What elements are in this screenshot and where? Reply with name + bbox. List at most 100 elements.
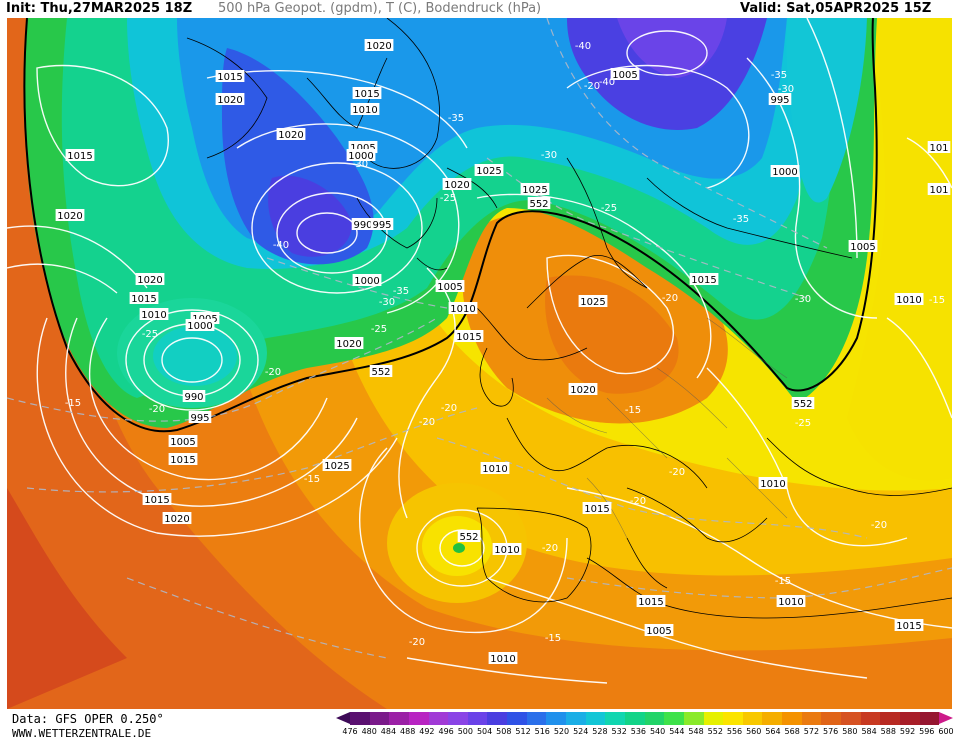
temperature-label: -15 [929,295,945,306]
pressure-label: 1015 [65,149,95,162]
legend-swatch [526,712,547,725]
pressure-label: 1015 [454,330,484,343]
svg-text:1015: 1015 [456,332,481,343]
legend-tick: 500 [457,727,473,736]
pressure-label: 1015 [129,292,159,305]
pressure-label: 1025 [474,164,504,177]
pressure-label: 1010 [894,293,924,306]
svg-text:1020: 1020 [336,339,361,350]
svg-text:-20: -20 [265,367,281,378]
svg-text:-15: -15 [625,405,641,416]
legend-tick: 548 [688,727,704,736]
svg-text:-15: -15 [304,474,320,485]
svg-text:-20: -20 [662,293,678,304]
pressure-label: 1025 [578,295,608,308]
pressure-label: 1020 [276,128,306,141]
legend-tick: 512 [515,727,531,736]
legend-swatch [841,712,861,725]
svg-text:-25: -25 [440,193,456,204]
svg-text:552: 552 [459,532,478,543]
temperature-label: -40 [273,240,289,251]
legend-tick: 544 [669,727,685,736]
svg-text:1005: 1005 [170,437,195,448]
legend-swatch [703,712,724,725]
legend-swatch [369,712,390,725]
pressure-label: 1015 [142,493,172,506]
svg-text:1015: 1015 [170,455,195,466]
svg-text:101: 101 [929,143,948,154]
pressure-label: 1025 [520,183,550,196]
map-title: 500 hPa Geopot. (gpdm), T (C), Bodendruc… [218,1,542,16]
temperature-label: -20 [542,543,558,554]
svg-text:552: 552 [371,367,390,378]
svg-text:-15: -15 [65,398,81,409]
svg-text:995: 995 [770,95,789,106]
svg-text:-20: -20 [871,520,887,531]
pressure-label: 1010 [448,302,478,315]
legend-swatch [448,712,468,725]
svg-text:1020: 1020 [278,130,303,141]
svg-text:-25: -25 [795,418,811,429]
temperature-label: -20 [630,496,646,507]
svg-text:-30: -30 [541,150,557,161]
pressure-label: 1005 [168,435,198,448]
legend-tick: 564 [765,727,781,736]
legend-tick: 524 [573,727,589,736]
temperature-label: -35 [448,113,464,124]
svg-text:1005: 1005 [612,70,637,81]
legend-swatch [487,712,508,725]
legend-swatch [664,712,684,725]
temperature-label: -35 [771,70,787,81]
svg-text:1015: 1015 [131,294,156,305]
legend-tick: 516 [534,727,550,736]
field-east-yellow [847,18,952,481]
pressure-label: 1015 [168,453,198,466]
legend-tick: 480 [361,727,377,736]
svg-text:1000: 1000 [348,151,373,162]
svg-text:1020: 1020 [366,41,391,52]
pressure-labels: 1020101510201015102010201015102010101015… [55,39,951,665]
svg-text:-30: -30 [379,297,395,308]
temperature-label: -20 [265,367,281,378]
legend-tick: 540 [649,727,666,736]
svg-text:1000: 1000 [772,167,797,178]
legend-tick: 528 [592,727,608,736]
pressure-label: 1020 [215,93,245,106]
svg-text:-35: -35 [448,113,464,124]
website-link[interactable]: WWW.WETTERZENTRALE.DE [12,727,152,740]
legend-swatch [782,712,802,725]
weather-map[interactable]: 1020 1015 1020 1015 1020 1020 1015 1020 1010 1015… [7,18,952,709]
field-central-orange [545,275,679,394]
legend-swatch [880,712,900,725]
temperature-label: -40 [599,77,615,88]
pressure-label: 1000 [346,149,376,162]
valid-time: Valid: Sat,05APR2025 15Z [740,1,932,16]
pressure-label: 1025 [322,459,352,472]
temperature-label: -20 [149,404,165,415]
pressure-label: 101 [927,141,951,154]
svg-text:552: 552 [793,399,812,410]
svg-text:-15: -15 [775,576,791,587]
temperature-label: -20 [669,467,685,478]
field-iberia-low-core [453,543,465,553]
svg-text:1010: 1010 [778,597,803,608]
pressure-label: 1000 [770,165,800,178]
legend-swatch [899,712,920,725]
legend-tick-labels: 476 480 484 488 492 496 500 504 508 512 516 520 524 5… [342,727,953,739]
svg-text:-35: -35 [733,214,749,225]
temperature-label: -15 [625,405,641,416]
svg-text:-15: -15 [929,295,945,306]
temperature-label: -15 [304,474,320,485]
svg-text:-20: -20 [149,404,165,415]
legend-color-bar [350,712,940,725]
pressure-label: 1005 [610,68,640,81]
legend-tick: 508 [496,727,512,736]
pressure-label: 1010 [480,462,510,475]
temperature-label: -30 [379,297,395,308]
svg-text:-20: -20 [419,417,435,428]
legend-tick: 532 [611,727,627,736]
temperature-label: -30 [541,150,557,161]
svg-text:1020: 1020 [217,95,242,106]
footer-bar: Data: GFS OPER 0.250° WWW.WETTERZENTRALE… [0,709,959,741]
svg-text:-20: -20 [584,81,600,92]
